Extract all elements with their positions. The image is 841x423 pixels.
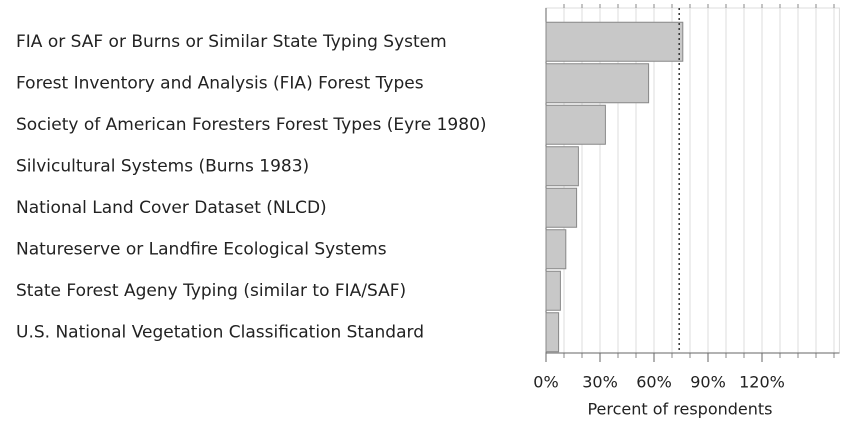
- y-tick-label: Society of American Foresters Forest Typ…: [16, 115, 487, 135]
- bar: [545, 21, 684, 62]
- y-tick-label: Forest Inventory and Analysis (FIA) Fore…: [16, 73, 424, 93]
- y-tick-label: Natureserve or Landfire Ecological Syste…: [16, 239, 387, 259]
- y-tick-label: U.S. National Vegetation Classification …: [16, 322, 424, 342]
- x-axis-title: Percent of respondents: [587, 400, 772, 419]
- bar: [545, 270, 561, 311]
- bar: [545, 146, 579, 187]
- x-tick-label: 90%: [690, 373, 726, 392]
- bar: [545, 104, 606, 145]
- bar: [545, 187, 578, 228]
- bar: [545, 312, 560, 353]
- bar: [545, 229, 567, 270]
- y-tick-label: FIA or SAF or Burns or Similar State Typ…: [16, 32, 447, 52]
- x-tick-label: 30%: [582, 373, 618, 392]
- bar: [545, 63, 650, 104]
- x-tick-label: 60%: [636, 373, 672, 392]
- y-tick-label: Silvicultural Systems (Burns 1983): [16, 156, 309, 176]
- y-tick-label: National Land Cover Dataset (NLCD): [16, 198, 327, 218]
- x-tick-label: 0%: [533, 373, 558, 392]
- x-tick-label: 120%: [739, 373, 785, 392]
- y-tick-label: State Forest Ageny Typing (similar to FI…: [16, 281, 406, 301]
